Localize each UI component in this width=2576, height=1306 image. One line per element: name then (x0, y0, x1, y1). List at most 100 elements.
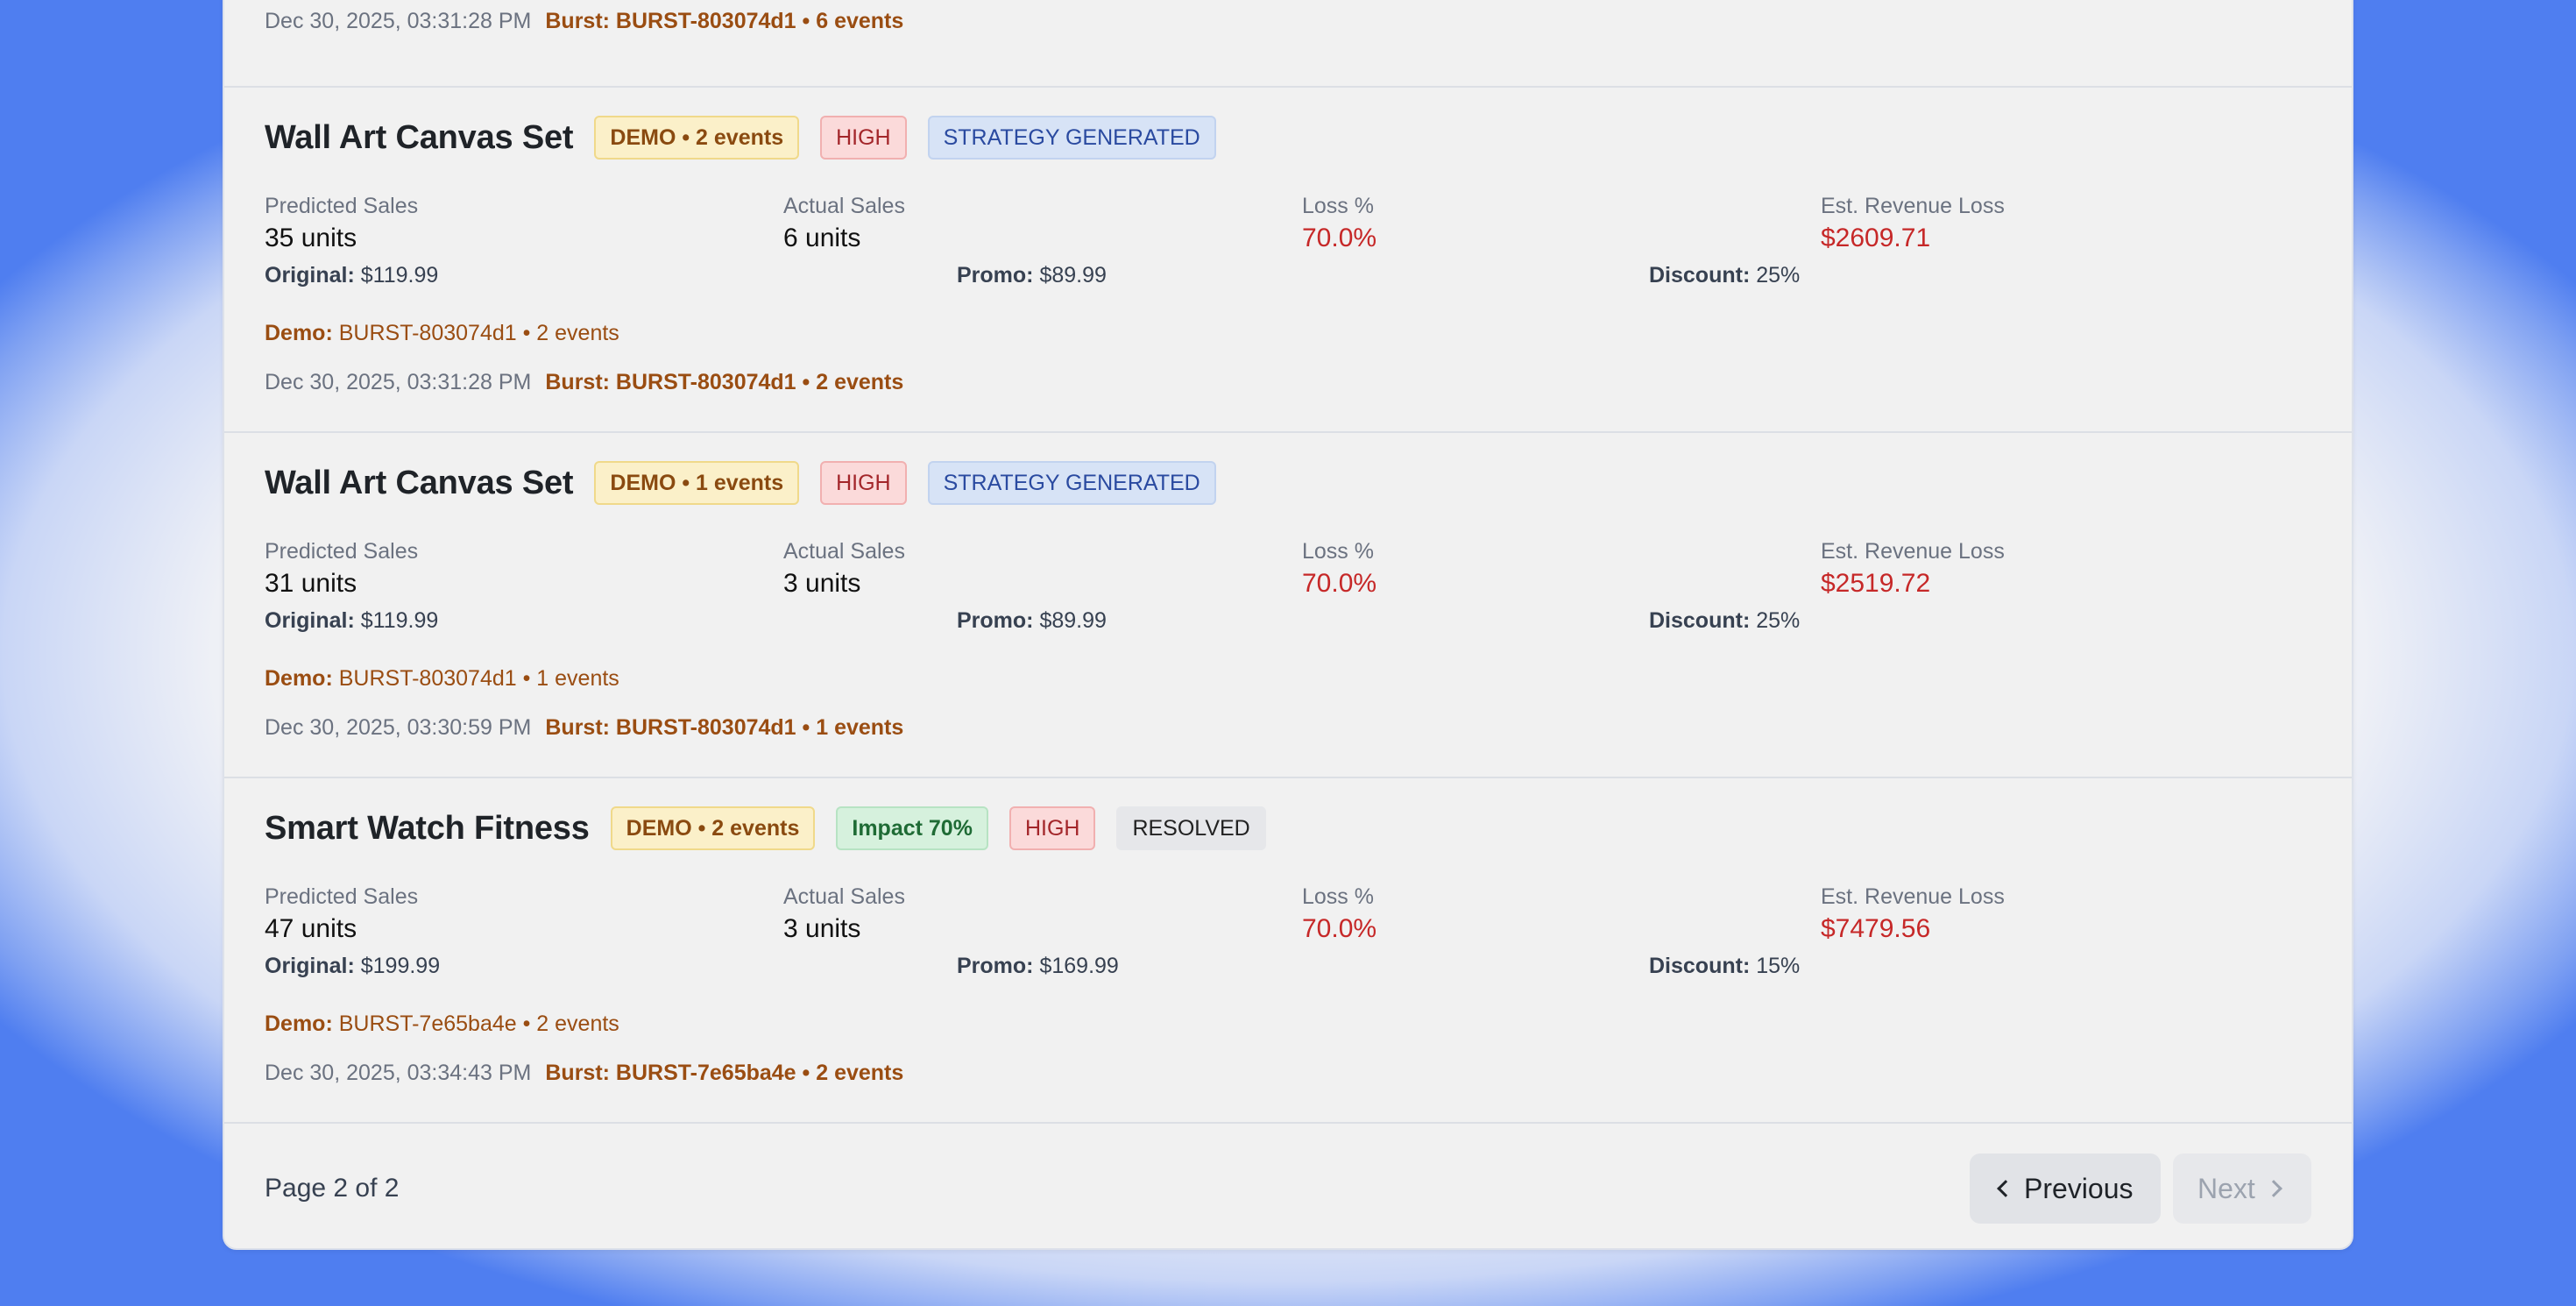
revenue-loss-stat: Est. Revenue Loss $7479.56 (1821, 882, 2005, 947)
burst-id[interactable]: Burst: BURST-7e65ba4e • 2 events (545, 1061, 904, 1085)
price-value: $89.99 (1039, 263, 1107, 287)
actual-sales-stat: Actual Sales 3 units (783, 882, 905, 947)
strategy-status-badge: STRATEGY GENERATED (927, 461, 1216, 505)
alert-meta-row: Dec 30, 2025, 03:30:59 PM Burst: BURST-8… (265, 715, 903, 741)
price-label: Promo: (957, 263, 1034, 287)
price-label: Discount: (1649, 954, 1751, 978)
demo-value: BURST-803074d1 • 2 events (338, 321, 619, 345)
price-label: Original: (265, 263, 355, 287)
price-value: $169.99 (1039, 954, 1119, 978)
previous-alert-card-partial: Dec 30, 2025, 03:31:28 PM Burst: BURST-8… (224, 0, 2352, 88)
impact-badge: Impact 70% (836, 806, 988, 850)
loss-percent-stat: Loss % 70.0% (1302, 882, 1376, 947)
alert-card[interactable]: Smart Watch Fitness DEMO • 2 events Impa… (224, 778, 2352, 1124)
stat-label: Predicted Sales (265, 539, 419, 564)
stat-label: Est. Revenue Loss (1821, 539, 2005, 564)
product-title: Smart Watch Fitness (265, 809, 590, 847)
price-value: 25% (1756, 608, 1801, 633)
sales-stats: Predicted Sales 31 units Actual Sales 3 … (265, 536, 2315, 607)
burst-id[interactable]: Burst: BURST-803074d1 • 2 events (545, 370, 904, 394)
alert-card[interactable]: Wall Art Canvas Set DEMO • 1 events HIGH… (224, 433, 2352, 778)
pricing-row: Original: $119.99 Promo: $89.99 Discount… (265, 263, 2315, 298)
loss-percent-stat: Loss % 70.0% (1302, 191, 1376, 256)
demo-label: Demo: (265, 1011, 333, 1036)
next-label: Next (2197, 1172, 2255, 1204)
demo-value: BURST-7e65ba4e • 2 events (338, 1011, 619, 1036)
price-label: Discount: (1649, 608, 1751, 633)
stat-value: $2609.71 (1821, 224, 1931, 252)
demo-badge: DEMO • 2 events (594, 116, 800, 160)
stat-label: Loss % (1302, 194, 1374, 218)
severity-badge: HIGH (820, 116, 907, 160)
promo-price: Promo: $89.99 (957, 263, 1107, 288)
product-title: Wall Art Canvas Set (265, 118, 574, 156)
discount: Discount: 25% (1649, 608, 1800, 634)
chevron-left-icon (1997, 1180, 2014, 1197)
actual-sales-stat: Actual Sales 3 units (783, 536, 905, 601)
alert-timestamp: Dec 30, 2025, 03:34:43 PM (265, 1061, 532, 1085)
demo-info: Demo: BURST-803074d1 • 1 events (265, 666, 619, 692)
alert-card[interactable]: Wall Art Canvas Set DEMO • 2 events HIGH… (224, 88, 2352, 433)
pricing-row: Original: $119.99 Promo: $89.99 Discount… (265, 608, 2315, 643)
severity-badge: HIGH (820, 461, 907, 505)
price-label: Original: (265, 608, 355, 633)
pricing-row: Original: $199.99 Promo: $169.99 Discoun… (265, 954, 2315, 989)
sales-stats: Predicted Sales 47 units Actual Sales 3 … (265, 882, 2315, 952)
predicted-sales-stat: Predicted Sales 35 units (265, 191, 418, 256)
price-value: 15% (1756, 954, 1801, 978)
alert-card-header: Wall Art Canvas Set DEMO • 1 events HIGH… (265, 461, 1216, 505)
stat-label: Loss % (1302, 884, 1374, 909)
previous-page-button[interactable]: Previous (1970, 1153, 2161, 1224)
stat-value: 70.0% (1302, 224, 1377, 252)
stat-value: 35 units (265, 224, 357, 252)
resolved-status-badge: RESOLVED (1116, 806, 1266, 850)
revenue-loss-stat: Est. Revenue Loss $2609.71 (1821, 191, 2005, 256)
burst-id[interactable]: Burst: BURST-803074d1 • 1 events (545, 715, 904, 740)
price-label: Discount: (1649, 263, 1751, 287)
price-value: 25% (1756, 263, 1801, 287)
demo-value: BURST-803074d1 • 1 events (338, 666, 619, 691)
burst-id[interactable]: Burst: BURST-803074d1 • 6 events (545, 9, 904, 33)
loss-percent-stat: Loss % 70.0% (1302, 536, 1376, 601)
alert-meta-row: Dec 30, 2025, 03:34:43 PM Burst: BURST-7… (265, 1061, 903, 1086)
stat-label: Actual Sales (783, 194, 905, 218)
stat-value: 3 units (783, 569, 861, 598)
demo-label: Demo: (265, 321, 333, 345)
stat-value: 3 units (783, 914, 861, 943)
demo-info: Demo: BURST-7e65ba4e • 2 events (265, 1011, 619, 1037)
stat-label: Est. Revenue Loss (1821, 194, 2005, 218)
demo-label: Demo: (265, 666, 333, 691)
stat-value: 70.0% (1302, 569, 1377, 598)
alert-card-header: Smart Watch Fitness DEMO • 2 events Impa… (265, 806, 1266, 850)
alert-meta-row: Dec 30, 2025, 03:31:28 PM Burst: BURST-8… (265, 370, 903, 395)
original-price: Original: $119.99 (265, 263, 438, 288)
alert-timestamp: Dec 30, 2025, 03:31:28 PM (265, 370, 532, 394)
alerts-list-panel: Dec 30, 2025, 03:31:28 PM Burst: BURST-8… (223, 0, 2353, 1250)
demo-badge: DEMO • 1 events (594, 461, 800, 505)
alert-timestamp: Dec 30, 2025, 03:30:59 PM (265, 715, 532, 740)
stat-label: Predicted Sales (265, 884, 419, 909)
predicted-sales-stat: Predicted Sales 47 units (265, 882, 418, 947)
previous-label: Previous (2024, 1172, 2134, 1204)
revenue-loss-stat: Est. Revenue Loss $2519.72 (1821, 536, 2005, 601)
actual-sales-stat: Actual Sales 6 units (783, 191, 905, 256)
stat-value: $2519.72 (1821, 569, 1931, 598)
alert-card-header: Wall Art Canvas Set DEMO • 2 events HIGH… (265, 116, 1216, 160)
alert-timestamp: Dec 30, 2025, 03:31:28 PM (265, 9, 532, 33)
stat-label: Loss % (1302, 539, 1374, 564)
next-page-button[interactable]: Next (2173, 1153, 2311, 1224)
price-label: Original: (265, 954, 355, 978)
promo-price: Promo: $169.99 (957, 954, 1119, 979)
predicted-sales-stat: Predicted Sales 31 units (265, 536, 418, 601)
original-price: Original: $119.99 (265, 608, 438, 634)
stat-value: 70.0% (1302, 914, 1377, 943)
stat-value: $7479.56 (1821, 914, 1931, 943)
product-title: Wall Art Canvas Set (265, 464, 574, 501)
price-value: $89.99 (1039, 608, 1107, 633)
price-label: Promo: (957, 608, 1034, 633)
original-price: Original: $199.99 (265, 954, 440, 979)
promo-price: Promo: $89.99 (957, 608, 1107, 634)
stat-value: 47 units (265, 914, 357, 943)
stat-label: Actual Sales (783, 884, 905, 909)
pagination-bar: Page 2 of 2 Previous Next (224, 1125, 2352, 1248)
